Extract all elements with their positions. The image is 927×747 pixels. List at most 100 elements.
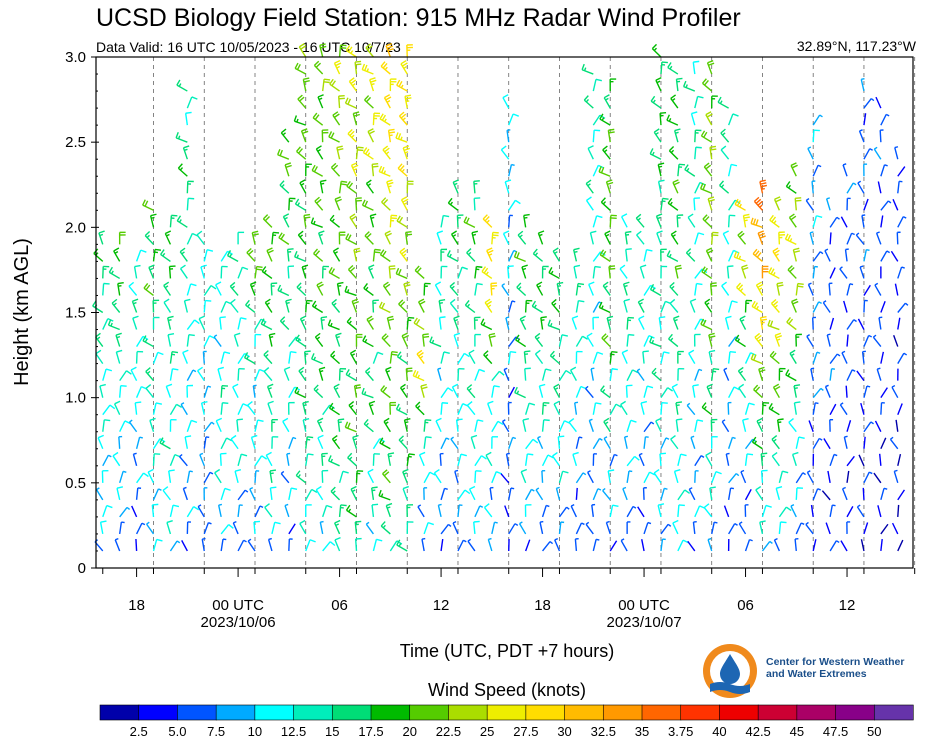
barb-flag <box>707 196 715 200</box>
wind-barb <box>829 267 836 279</box>
barb-shaft <box>298 46 307 58</box>
wind-barb <box>590 367 595 381</box>
wind-barb <box>398 111 408 126</box>
barb-shaft <box>660 437 667 450</box>
barb-flag <box>144 200 149 207</box>
barb-flag <box>413 317 418 324</box>
barb-shaft <box>417 506 425 518</box>
wind-barb <box>897 180 903 194</box>
cw3e-logo: Center for Western Weather and Water Ext… <box>700 642 910 700</box>
wind-barb <box>769 214 780 228</box>
barb-flag <box>703 162 710 168</box>
barb-flag <box>296 118 299 123</box>
wind-barb <box>821 490 831 501</box>
barb-shaft <box>592 352 598 364</box>
barb-shaft <box>744 453 748 466</box>
barb-flag <box>698 368 703 372</box>
wind-barb <box>166 520 173 535</box>
barb-shaft <box>199 454 205 467</box>
barb-flag <box>416 267 422 273</box>
barb-shaft <box>364 371 374 382</box>
barb-shaft <box>213 336 222 347</box>
barb-flag <box>349 266 356 272</box>
wind-barb <box>288 487 298 501</box>
barb-shaft <box>177 167 188 177</box>
barb-shaft <box>387 130 392 143</box>
wind-barb <box>97 434 104 450</box>
wind-barb <box>684 164 696 177</box>
barb-flag <box>594 265 601 268</box>
wind-barb <box>624 230 632 245</box>
wind-barb <box>761 540 773 552</box>
barb-shaft <box>742 215 747 228</box>
wind-barb <box>400 196 409 211</box>
barb-flag <box>264 215 271 222</box>
barb-shaft <box>254 318 262 330</box>
barb-flag <box>146 521 150 525</box>
wind-barb <box>337 94 345 109</box>
barb-flag <box>395 403 400 410</box>
barb-flag <box>672 179 679 183</box>
wind-barb <box>592 453 597 466</box>
barb-shaft <box>263 354 273 365</box>
barb-flag <box>710 148 717 151</box>
wind-barb <box>406 44 413 58</box>
barb-flag <box>231 285 235 289</box>
barb-shaft <box>245 304 256 314</box>
barb-shaft <box>846 233 853 245</box>
barb-flag <box>116 335 121 339</box>
wind-barb <box>592 215 603 228</box>
barb-shaft <box>655 215 662 228</box>
wind-barb <box>369 213 377 228</box>
barb-shaft <box>673 471 679 484</box>
barb-flag <box>653 47 658 51</box>
barb-shaft <box>264 506 273 518</box>
barb-flag <box>431 339 435 344</box>
barb-shaft <box>464 304 476 314</box>
barb-flag <box>319 43 326 47</box>
wind-barb <box>897 166 906 177</box>
barb-shaft <box>856 370 865 382</box>
barb-flag <box>403 202 408 205</box>
barb-shaft <box>474 470 477 483</box>
barb-shaft <box>771 455 780 467</box>
wind-barb <box>117 281 124 296</box>
barb-flag <box>670 435 676 440</box>
wind-barb <box>839 266 848 279</box>
wind-barb <box>811 180 816 194</box>
barb-shaft <box>795 436 800 449</box>
wind-barb <box>792 247 801 262</box>
barb-shaft <box>585 388 594 399</box>
barb-flag <box>537 435 541 439</box>
wind-barb <box>599 249 611 262</box>
barb-shaft <box>515 339 527 348</box>
wind-barb <box>846 506 854 518</box>
barb-flag <box>505 316 510 319</box>
barb-shaft <box>863 471 870 484</box>
barb-shaft <box>623 436 628 449</box>
barb-shaft <box>895 419 899 432</box>
barb-shaft <box>277 289 290 297</box>
wind-barb <box>773 538 781 552</box>
wind-barb <box>657 179 665 194</box>
barb-shaft <box>160 253 171 262</box>
wind-barb <box>401 332 409 347</box>
wind-barb <box>254 455 268 467</box>
wind-barb <box>755 485 764 501</box>
barb-flag <box>692 384 699 387</box>
barb-flag <box>578 299 585 303</box>
barb-shaft <box>182 352 188 364</box>
wind-barb <box>112 451 121 467</box>
barb-shaft <box>504 181 510 194</box>
barb-shaft <box>389 351 393 364</box>
wind-barb <box>771 435 780 450</box>
wind-barb <box>694 455 705 467</box>
barb-flag <box>775 253 779 257</box>
wind-barb <box>266 247 274 262</box>
barb-flag <box>381 441 385 445</box>
barb-flag <box>705 302 710 306</box>
wind-barb <box>638 452 645 467</box>
barb-shaft <box>294 120 306 126</box>
barb-flag <box>379 113 384 120</box>
wind-barb <box>880 437 887 450</box>
